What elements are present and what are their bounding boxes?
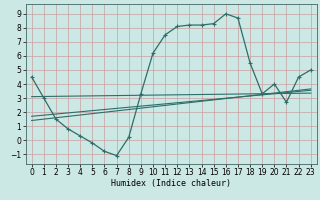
X-axis label: Humidex (Indice chaleur): Humidex (Indice chaleur) <box>111 179 231 188</box>
